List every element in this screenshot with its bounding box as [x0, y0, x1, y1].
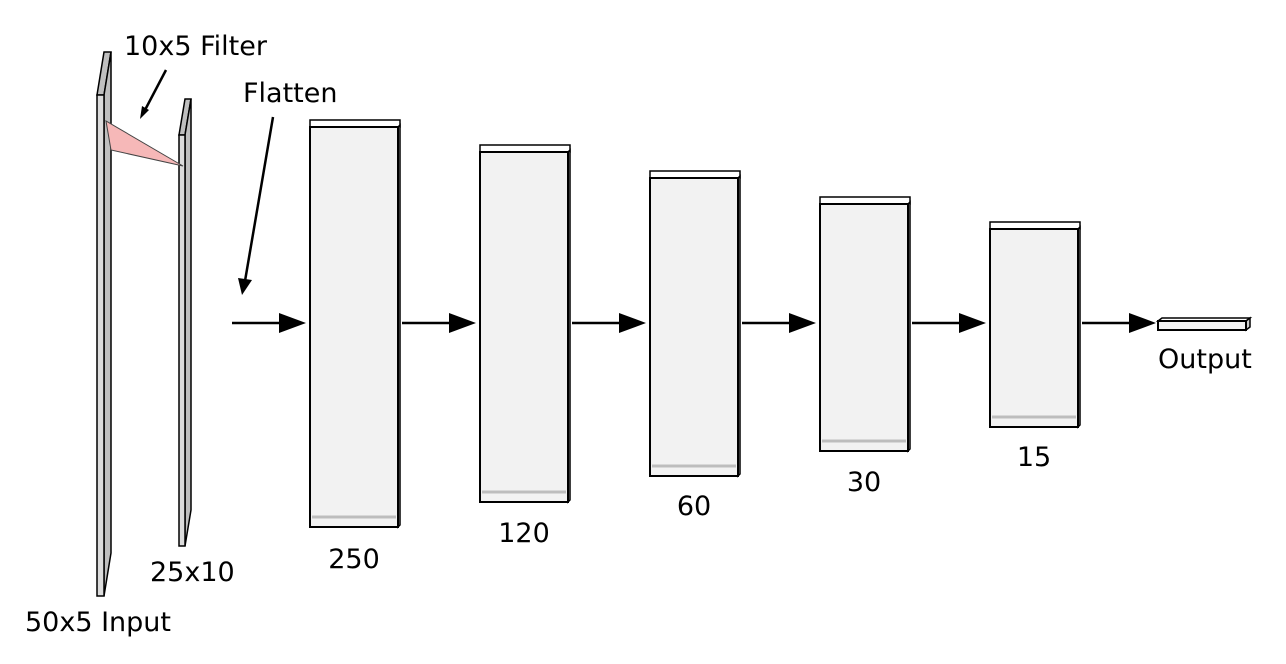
arrow-250-to-120 [402, 313, 476, 333]
dense-layer-30 [819, 196, 911, 453]
input-plate [96, 51, 112, 597]
filter-pointer-arrow [140, 69, 168, 119]
layer-label-15: 15 [1017, 442, 1051, 473]
arrow-60-to-30 [742, 313, 816, 333]
dense-layer-120 [479, 144, 571, 504]
layer-label-250: 250 [328, 544, 380, 575]
filter-wedge [105, 120, 184, 167]
input-label: 50x5 Input [25, 607, 171, 638]
layer-label-60: 60 [677, 491, 711, 522]
arrow-15-to-output [1082, 313, 1156, 333]
dense-layer-250 [309, 119, 401, 529]
dense-layer-60 [649, 170, 741, 478]
conv-label: 25x10 [150, 557, 235, 588]
output-slab [1155, 316, 1253, 332]
output-label: Output [1158, 344, 1252, 375]
layer-label-120: 120 [498, 518, 550, 549]
flatten-label: Flatten [243, 78, 337, 109]
flatten-arrow [238, 116, 275, 295]
dense-layer-15 [989, 221, 1081, 429]
arrow-30-to-15 [912, 313, 986, 333]
filter-label: 10x5 Filter [124, 31, 268, 62]
arrow-120-to-60 [572, 313, 646, 333]
layer-label-30: 30 [847, 467, 881, 498]
arrow-into-dense-250 [232, 313, 306, 333]
conv-plate [178, 98, 192, 547]
